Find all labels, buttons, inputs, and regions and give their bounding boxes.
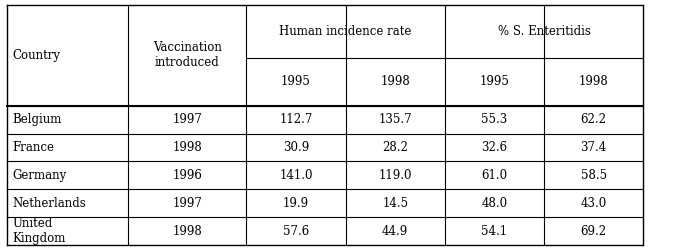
Text: 141.0: 141.0 [279, 169, 313, 182]
Text: Vaccination
introduced: Vaccination introduced [153, 42, 222, 70]
Text: United
Kingdom: United Kingdom [12, 217, 66, 245]
Text: Human incidence rate: Human incidence rate [280, 25, 412, 38]
Text: 1997: 1997 [172, 113, 203, 126]
Text: 112.7: 112.7 [279, 113, 313, 126]
Text: 1998: 1998 [173, 141, 202, 154]
Text: 30.9: 30.9 [283, 141, 309, 154]
Text: 58.5: 58.5 [581, 169, 607, 182]
Text: 28.2: 28.2 [382, 141, 408, 154]
Text: Belgium: Belgium [12, 113, 62, 126]
Text: 57.6: 57.6 [283, 224, 309, 237]
Text: 119.0: 119.0 [378, 169, 412, 182]
Text: 1995: 1995 [480, 75, 509, 88]
Text: 1998: 1998 [173, 224, 202, 237]
Text: 1998: 1998 [579, 75, 609, 88]
Text: 1997: 1997 [172, 197, 203, 210]
Text: Netherlands: Netherlands [12, 197, 86, 210]
Text: 135.7: 135.7 [378, 113, 412, 126]
Text: 1998: 1998 [380, 75, 410, 88]
Text: France: France [12, 141, 55, 154]
Text: 69.2: 69.2 [581, 224, 607, 237]
Text: 14.5: 14.5 [382, 197, 408, 210]
Text: Country: Country [12, 49, 60, 62]
Text: 43.0: 43.0 [581, 197, 607, 210]
Text: 1995: 1995 [281, 75, 311, 88]
Text: 37.4: 37.4 [581, 141, 607, 154]
Text: 54.1: 54.1 [482, 224, 507, 237]
Text: 1996: 1996 [172, 169, 203, 182]
Text: 19.9: 19.9 [283, 197, 309, 210]
Text: 62.2: 62.2 [581, 113, 607, 126]
Text: 44.9: 44.9 [382, 224, 408, 237]
Text: 55.3: 55.3 [482, 113, 507, 126]
Text: Germany: Germany [12, 169, 67, 182]
Text: 48.0: 48.0 [482, 197, 507, 210]
Text: 32.6: 32.6 [482, 141, 507, 154]
Text: 61.0: 61.0 [482, 169, 507, 182]
Text: % S. Enteritidis: % S. Enteritidis [498, 25, 591, 38]
